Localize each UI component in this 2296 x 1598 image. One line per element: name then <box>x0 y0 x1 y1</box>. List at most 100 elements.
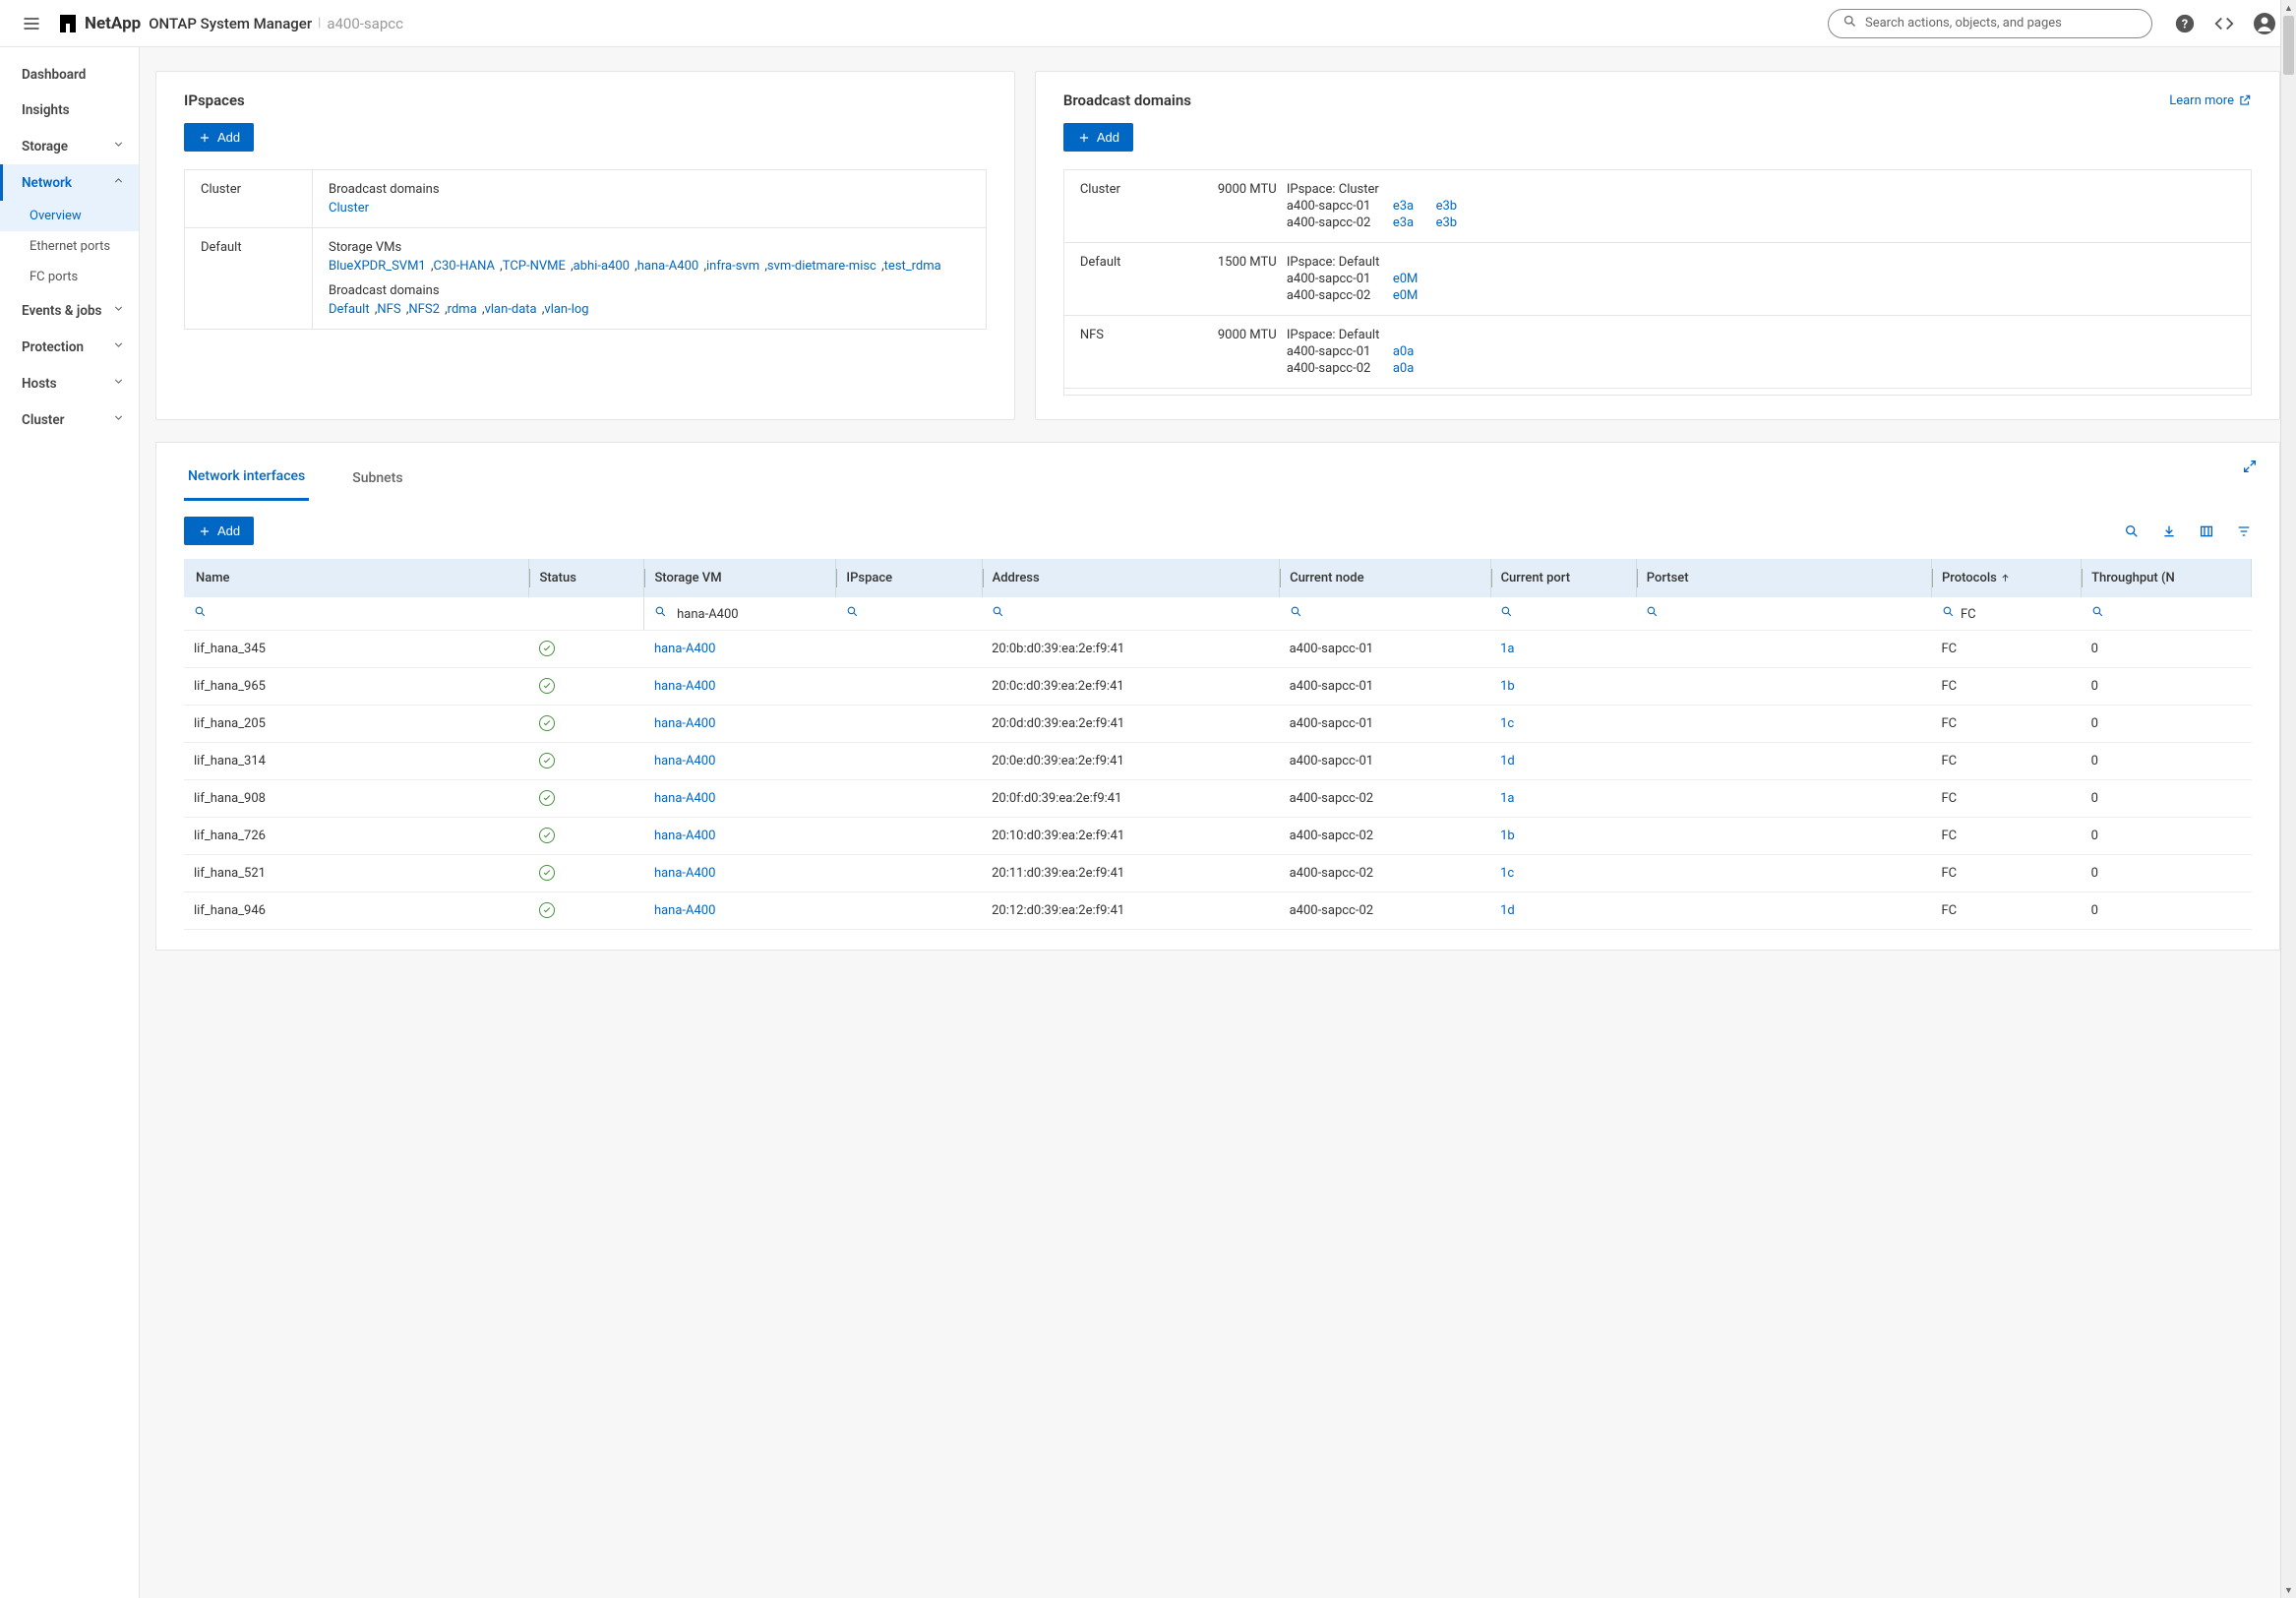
user-icon[interactable] <box>2253 12 2276 35</box>
table-search-icon[interactable] <box>2124 523 2140 539</box>
bd-link[interactable]: NFS <box>377 302 400 317</box>
download-icon[interactable] <box>2161 523 2177 539</box>
column-header[interactable]: Address <box>982 559 1280 597</box>
column-header[interactable]: Name <box>184 559 529 597</box>
sidebar-item-protection[interactable]: Protection <box>0 329 139 365</box>
port-link[interactable]: 1c <box>1500 866 1514 881</box>
sidebar-item-dashboard[interactable]: Dashboard <box>0 57 139 92</box>
port-link[interactable]: e0M <box>1393 272 1419 286</box>
svm-link[interactable]: hana-A400 <box>654 754 715 768</box>
port-link[interactable]: e0M <box>1393 288 1419 303</box>
ipspaces-add-button[interactable]: Add <box>184 123 254 152</box>
svm-link[interactable]: hana-A400 <box>654 829 715 843</box>
bd-link[interactable]: vlan-log <box>544 302 588 317</box>
tab-subnets[interactable]: Subnets <box>348 461 406 500</box>
filter-port[interactable] <box>1490 597 1636 631</box>
port-link[interactable]: 1a <box>1500 791 1514 806</box>
column-header[interactable]: Portset <box>1636 559 1931 597</box>
table-row[interactable]: lif_hana_965 hana-A400 20:0c:d0:39:ea:2e… <box>184 668 2252 706</box>
broadcast-add-button[interactable]: Add <box>1063 123 1133 152</box>
svm-link[interactable]: svm-dietmare-misc <box>767 259 876 274</box>
sidebar-sub-fc-ports[interactable]: FC ports <box>0 262 139 292</box>
sidebar-sub-ethernet-ports[interactable]: Ethernet ports <box>0 231 139 262</box>
expand-icon[interactable] <box>2242 459 2258 478</box>
filter-svm[interactable]: hana-A400 <box>644 597 836 631</box>
column-header[interactable]: Storage VM <box>644 559 836 597</box>
column-header[interactable]: Status <box>529 559 644 597</box>
columns-icon[interactable] <box>2199 523 2214 539</box>
svm-link[interactable]: hana-A400 <box>654 866 715 881</box>
sidebar-item-storage[interactable]: Storage <box>0 128 139 164</box>
svm-link[interactable]: BlueXPDR_SVM1 <box>329 259 426 274</box>
port-link[interactable]: 1b <box>1500 829 1515 843</box>
global-search[interactable]: Search actions, objects, and pages <box>1828 9 2152 38</box>
filter-name[interactable] <box>184 597 529 631</box>
sidebar-item-insights[interactable]: Insights <box>0 92 139 128</box>
svm-link[interactable]: hana-A400 <box>637 259 698 274</box>
bd-link[interactable]: vlan-data <box>485 302 537 317</box>
sidebar-item-events-jobs[interactable]: Events & jobs <box>0 292 139 329</box>
svm-link[interactable]: infra-svm <box>706 259 759 274</box>
table-row[interactable]: lif_hana_946 hana-A400 20:12:d0:39:ea:2e… <box>184 892 2252 930</box>
column-header[interactable]: Current port <box>1490 559 1636 597</box>
help-icon[interactable] <box>2174 13 2196 34</box>
tab-network-interfaces[interactable]: Network interfaces <box>184 459 309 501</box>
svm-link[interactable]: abhi-a400 <box>574 259 630 274</box>
port-link[interactable]: 1b <box>1500 679 1515 694</box>
filter-icon[interactable] <box>2236 523 2252 539</box>
sidebar-item-hosts[interactable]: Hosts <box>0 365 139 401</box>
svm-link[interactable]: C30-HANA <box>434 259 495 274</box>
column-header[interactable]: Current node <box>1280 559 1490 597</box>
column-header[interactable]: Protocols <box>1932 559 2082 597</box>
filter-throughput[interactable] <box>2082 597 2252 631</box>
broadcast-row[interactable]: Cluster9000 MTUIPspace: Clustera400-sapc… <box>1064 170 2251 243</box>
column-header[interactable]: Throughput (N <box>2082 559 2252 597</box>
port-link[interactable]: e3a <box>1393 199 1414 214</box>
port-link[interactable]: e3b <box>1436 215 1458 230</box>
learn-more-link[interactable]: Learn more <box>2169 93 2252 108</box>
filter-address[interactable] <box>982 597 1280 631</box>
filter-ipspace[interactable] <box>836 597 982 631</box>
table-row[interactable]: lif_hana_345 hana-A400 20:0b:d0:39:ea:2e… <box>184 631 2252 668</box>
svm-link[interactable]: hana-A400 <box>654 716 715 731</box>
svm-link[interactable]: hana-A400 <box>654 642 715 656</box>
interfaces-add-button[interactable]: Add <box>184 517 254 545</box>
bd-link[interactable]: Cluster <box>329 201 369 215</box>
broadcast-row[interactable]: Default1500 MTUIPspace: Defaulta400-sapc… <box>1064 243 2251 316</box>
chevron-down-icon <box>112 302 125 319</box>
table-row[interactable]: lif_hana_314 hana-A400 20:0e:d0:39:ea:2e… <box>184 743 2252 780</box>
page-scrollbar[interactable]: ▲ ▼ <box>2280 0 2296 1598</box>
bd-link[interactable]: Default <box>329 302 370 317</box>
table-row[interactable]: lif_hana_521 hana-A400 20:11:d0:39:ea:2e… <box>184 855 2252 892</box>
table-row[interactable]: lif_hana_908 hana-A400 20:0f:d0:39:ea:2e… <box>184 780 2252 818</box>
port-link[interactable]: 1a <box>1500 642 1514 656</box>
svm-link[interactable]: hana-A400 <box>654 903 715 918</box>
port-link[interactable]: a0a <box>1393 344 1414 359</box>
table-row[interactable]: lif_hana_205 hana-A400 20:0d:d0:39:ea:2e… <box>184 706 2252 743</box>
svm-link[interactable]: TCP-NVME <box>503 259 566 274</box>
svm-link[interactable]: hana-A400 <box>654 791 715 806</box>
filter-node[interactable] <box>1280 597 1490 631</box>
sidebar-item-cluster[interactable]: Cluster <box>0 401 139 438</box>
port-link[interactable]: a0a <box>1393 361 1414 376</box>
filter-protocols[interactable]: FC <box>1932 597 2082 631</box>
table-row[interactable]: lif_hana_726 hana-A400 20:10:d0:39:ea:2e… <box>184 818 2252 855</box>
sidebar-item-network[interactable]: Network <box>0 164 139 201</box>
sidebar-sub-overview[interactable]: Overview <box>0 201 139 231</box>
filter-status[interactable] <box>529 597 644 631</box>
broadcast-row[interactable]: NFS9000 MTUIPspace: Defaulta400-sapcc-01… <box>1064 316 2251 389</box>
port-link[interactable]: 1d <box>1500 903 1515 918</box>
svm-link[interactable]: hana-A400 <box>654 679 715 694</box>
port-link[interactable]: e3a <box>1393 215 1414 230</box>
column-header[interactable]: IPspace <box>836 559 982 597</box>
port-link[interactable]: 1c <box>1500 716 1514 731</box>
menu-icon[interactable] <box>22 14 41 33</box>
bd-link[interactable]: NFS2 <box>408 302 439 317</box>
port-link[interactable]: e3b <box>1436 199 1458 214</box>
port-link[interactable]: 1d <box>1500 754 1515 768</box>
api-icon[interactable] <box>2213 13 2235 34</box>
bd-link[interactable]: rdma <box>448 302 477 317</box>
svm-link[interactable]: test_rdma <box>884 259 941 274</box>
filter-portset[interactable] <box>1636 597 1931 631</box>
broadcast-row[interactable]: NFS29000 MTUIPspace: Default <box>1064 389 2251 396</box>
